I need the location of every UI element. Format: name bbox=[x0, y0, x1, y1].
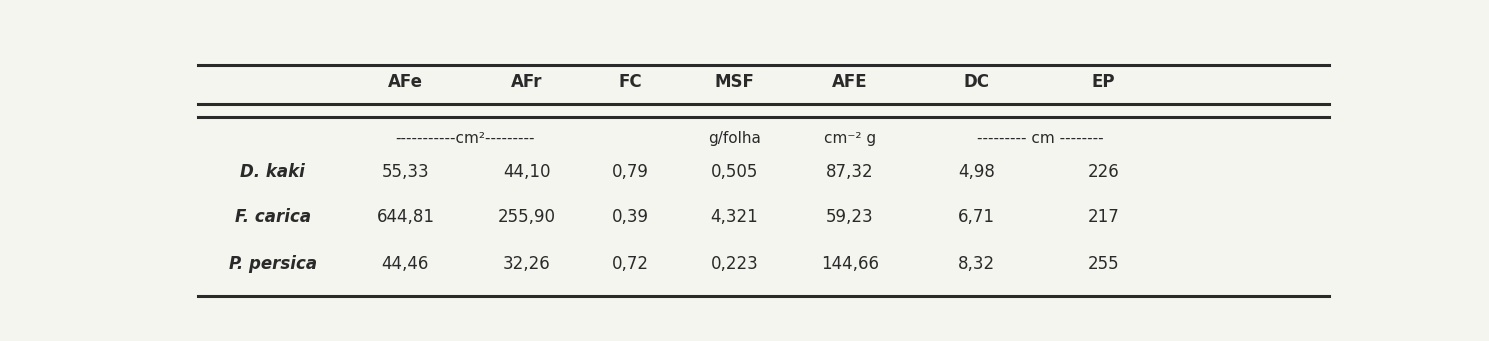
Text: 8,32: 8,32 bbox=[957, 255, 995, 273]
Text: F. carica: F. carica bbox=[235, 208, 311, 226]
Text: -----------cm²---------: -----------cm²--------- bbox=[396, 131, 535, 146]
Text: AFe: AFe bbox=[387, 73, 423, 91]
Text: 0,72: 0,72 bbox=[612, 255, 649, 273]
Text: 59,23: 59,23 bbox=[826, 208, 874, 226]
Text: P. persica: P. persica bbox=[229, 255, 317, 273]
Text: 44,10: 44,10 bbox=[503, 163, 551, 181]
Text: --------- cm --------: --------- cm -------- bbox=[977, 131, 1103, 146]
Text: 644,81: 644,81 bbox=[377, 208, 435, 226]
Text: 255,90: 255,90 bbox=[497, 208, 555, 226]
Text: 217: 217 bbox=[1087, 208, 1120, 226]
Text: g/folha: g/folha bbox=[707, 131, 761, 146]
Text: 226: 226 bbox=[1087, 163, 1120, 181]
Text: 4,98: 4,98 bbox=[957, 163, 995, 181]
Text: 6,71: 6,71 bbox=[957, 208, 995, 226]
Text: MSF: MSF bbox=[715, 73, 755, 91]
Text: AFr: AFr bbox=[511, 73, 542, 91]
Text: 32,26: 32,26 bbox=[503, 255, 551, 273]
Text: AFE: AFE bbox=[832, 73, 868, 91]
Text: DC: DC bbox=[963, 73, 990, 91]
Text: 144,66: 144,66 bbox=[820, 255, 879, 273]
Text: 87,32: 87,32 bbox=[826, 163, 874, 181]
Text: 0,39: 0,39 bbox=[612, 208, 649, 226]
Text: 0,79: 0,79 bbox=[612, 163, 649, 181]
Text: D. kaki: D. kaki bbox=[240, 163, 305, 181]
Text: 55,33: 55,33 bbox=[381, 163, 429, 181]
Text: 4,321: 4,321 bbox=[710, 208, 758, 226]
Text: EP: EP bbox=[1091, 73, 1115, 91]
Text: FC: FC bbox=[618, 73, 642, 91]
Text: 44,46: 44,46 bbox=[381, 255, 429, 273]
Text: 0,223: 0,223 bbox=[710, 255, 758, 273]
Text: 255: 255 bbox=[1088, 255, 1120, 273]
Text: cm⁻² g: cm⁻² g bbox=[823, 131, 876, 146]
Text: 0,505: 0,505 bbox=[710, 163, 758, 181]
